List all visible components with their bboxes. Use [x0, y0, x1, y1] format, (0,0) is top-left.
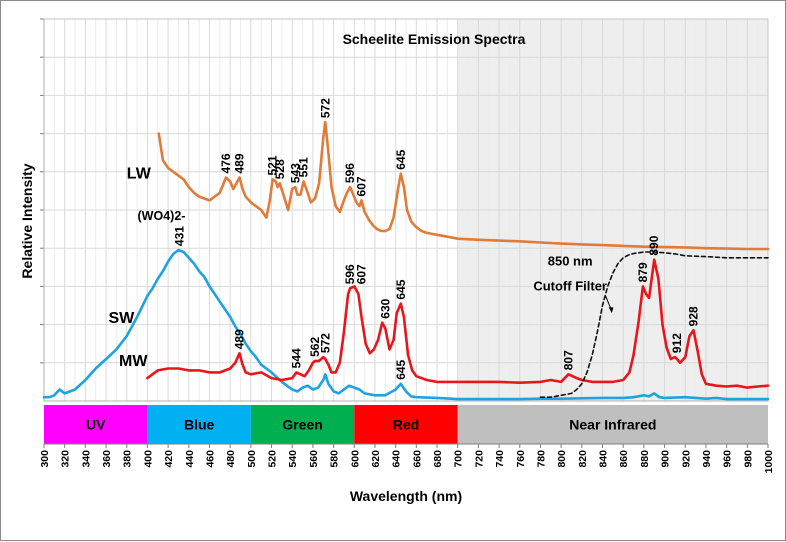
peak-label-lw-543: 543 — [288, 163, 302, 183]
x-tick-label: 620 — [370, 450, 382, 468]
series-label-mw: MW — [119, 353, 148, 370]
plot-axes — [43, 18, 769, 402]
peak-label-lw-572: 572 — [318, 98, 332, 118]
x-tick-label: 780 — [535, 450, 547, 468]
filter-arrowhead — [608, 307, 614, 314]
x-tick-label: 940 — [701, 450, 713, 468]
peak-label-mw-807: 807 — [561, 350, 575, 370]
x-tick-label: 900 — [660, 450, 672, 468]
x-tick-label: 720 — [473, 450, 485, 468]
peak-label-lw-551: 551 — [297, 157, 311, 177]
peak-label-lw-476: 476 — [219, 153, 233, 173]
x-tick-label: 360 — [101, 450, 113, 468]
peak-label-mw-890: 890 — [647, 235, 661, 255]
peak-label-lw-489: 489 — [232, 153, 246, 173]
x-tick-label: 420 — [163, 450, 175, 468]
chart-title: Scheelite Emission Spectra — [343, 31, 526, 47]
series-line-sw — [42, 248, 770, 401]
peak-label-mw-572: 572 — [318, 333, 332, 353]
x-tick-label: 640 — [391, 450, 403, 468]
x-tick-label: 340 — [80, 450, 92, 468]
x-tick-label: 700 — [453, 450, 465, 468]
x-tick-label: 540 — [287, 450, 299, 468]
x-tick-label: 380 — [122, 450, 134, 468]
peak-label-mw-544: 544 — [289, 348, 303, 368]
filter-label-line2: Cutoff Filter — [533, 278, 607, 293]
peak-label-mw-630: 630 — [378, 298, 392, 318]
peak-label-lw-645: 645 — [394, 149, 408, 169]
series-label-sw: SW — [108, 310, 135, 327]
x-tick-label: 920 — [680, 450, 692, 468]
x-tick-label: 460 — [204, 450, 216, 468]
peak-label-sw-431: 431 — [172, 226, 186, 246]
peak-label-lw-607: 607 — [355, 176, 369, 196]
peak-label-lw-528: 528 — [273, 159, 287, 179]
peak-label-mw-607: 607 — [355, 264, 369, 284]
peak-label-mw-489: 489 — [232, 329, 246, 349]
x-tick-label: 440 — [184, 450, 196, 468]
band-label-green: Green — [282, 417, 322, 433]
spectrum-band-bar: UV Blue Green Red Near Infrared — [44, 405, 768, 445]
x-tick-label: 960 — [722, 450, 734, 468]
band-label-uv: UV — [86, 417, 106, 433]
band-red — [354, 405, 458, 444]
peak-label-mw-912: 912 — [670, 333, 684, 353]
series-annotation-wo4: (WO4)2- — [138, 209, 186, 223]
peak-label-mw-562: 562 — [308, 337, 322, 357]
series-line-850-nm-cutoff-filter — [539, 251, 769, 399]
x-tick-label: 400 — [142, 450, 154, 468]
x-tick-label: 880 — [639, 450, 651, 468]
series-label-lw: LW — [127, 166, 152, 183]
series-line-mw — [146, 258, 770, 389]
y-axis-label: Relative Intensity — [19, 163, 35, 278]
x-axis-label: Wavelength (nm) — [350, 488, 462, 504]
band-blue — [147, 405, 251, 444]
band-label-blue: Blue — [184, 417, 215, 433]
x-tick-label: 980 — [742, 450, 754, 468]
band-green — [250, 405, 355, 444]
x-tick-label: 660 — [411, 450, 423, 468]
peak-label-mw-596: 596 — [343, 264, 357, 284]
band-uv — [44, 405, 148, 444]
x-tick-label: 760 — [515, 450, 527, 468]
x-tick-label: 820 — [577, 450, 589, 468]
x-tick-label: 600 — [349, 450, 361, 468]
peak-label-lw-521: 521 — [266, 155, 280, 175]
x-tick-label: 480 — [225, 450, 237, 468]
x-tick-label: 500 — [246, 450, 258, 468]
peak-label-sw-645: 645 — [394, 359, 408, 379]
band-label-near-infrared: Near Infrared — [569, 417, 656, 433]
band-near-infrared — [457, 405, 768, 444]
series-line-lw — [157, 120, 770, 251]
peak-label-mw-879: 879 — [636, 262, 650, 282]
x-tick-label: 320 — [60, 450, 72, 468]
peak-label-lw-596: 596 — [343, 163, 357, 183]
x-tick-label: 1000 — [763, 450, 775, 474]
x-tick-label: 680 — [432, 450, 444, 468]
x-tick-labels: 300 320 340 360 380 400 420 440 460 480 500 520 540 5… — [39, 444, 775, 473]
x-tick-label: 740 — [494, 450, 506, 468]
x-tick-label: 840 — [598, 450, 610, 468]
x-tick-label: 800 — [556, 450, 568, 468]
x-tick-label: 560 — [308, 450, 320, 468]
plot-border — [43, 18, 769, 402]
x-tick-label: 520 — [267, 450, 279, 468]
x-tick-label: 300 — [39, 450, 51, 468]
filter-label-line1: 850 nm — [548, 253, 593, 268]
x-tick-label: 860 — [618, 450, 630, 468]
peak-label-mw-928: 928 — [687, 306, 701, 326]
series-labels: LW SW MW (WO4)2- 850 nm Cutoff Filter — [108, 166, 614, 370]
band-label-red: Red — [393, 417, 419, 433]
x-tick-label: 580 — [329, 450, 341, 468]
series-lines — [42, 120, 770, 401]
peak-label-mw-645: 645 — [394, 279, 408, 299]
